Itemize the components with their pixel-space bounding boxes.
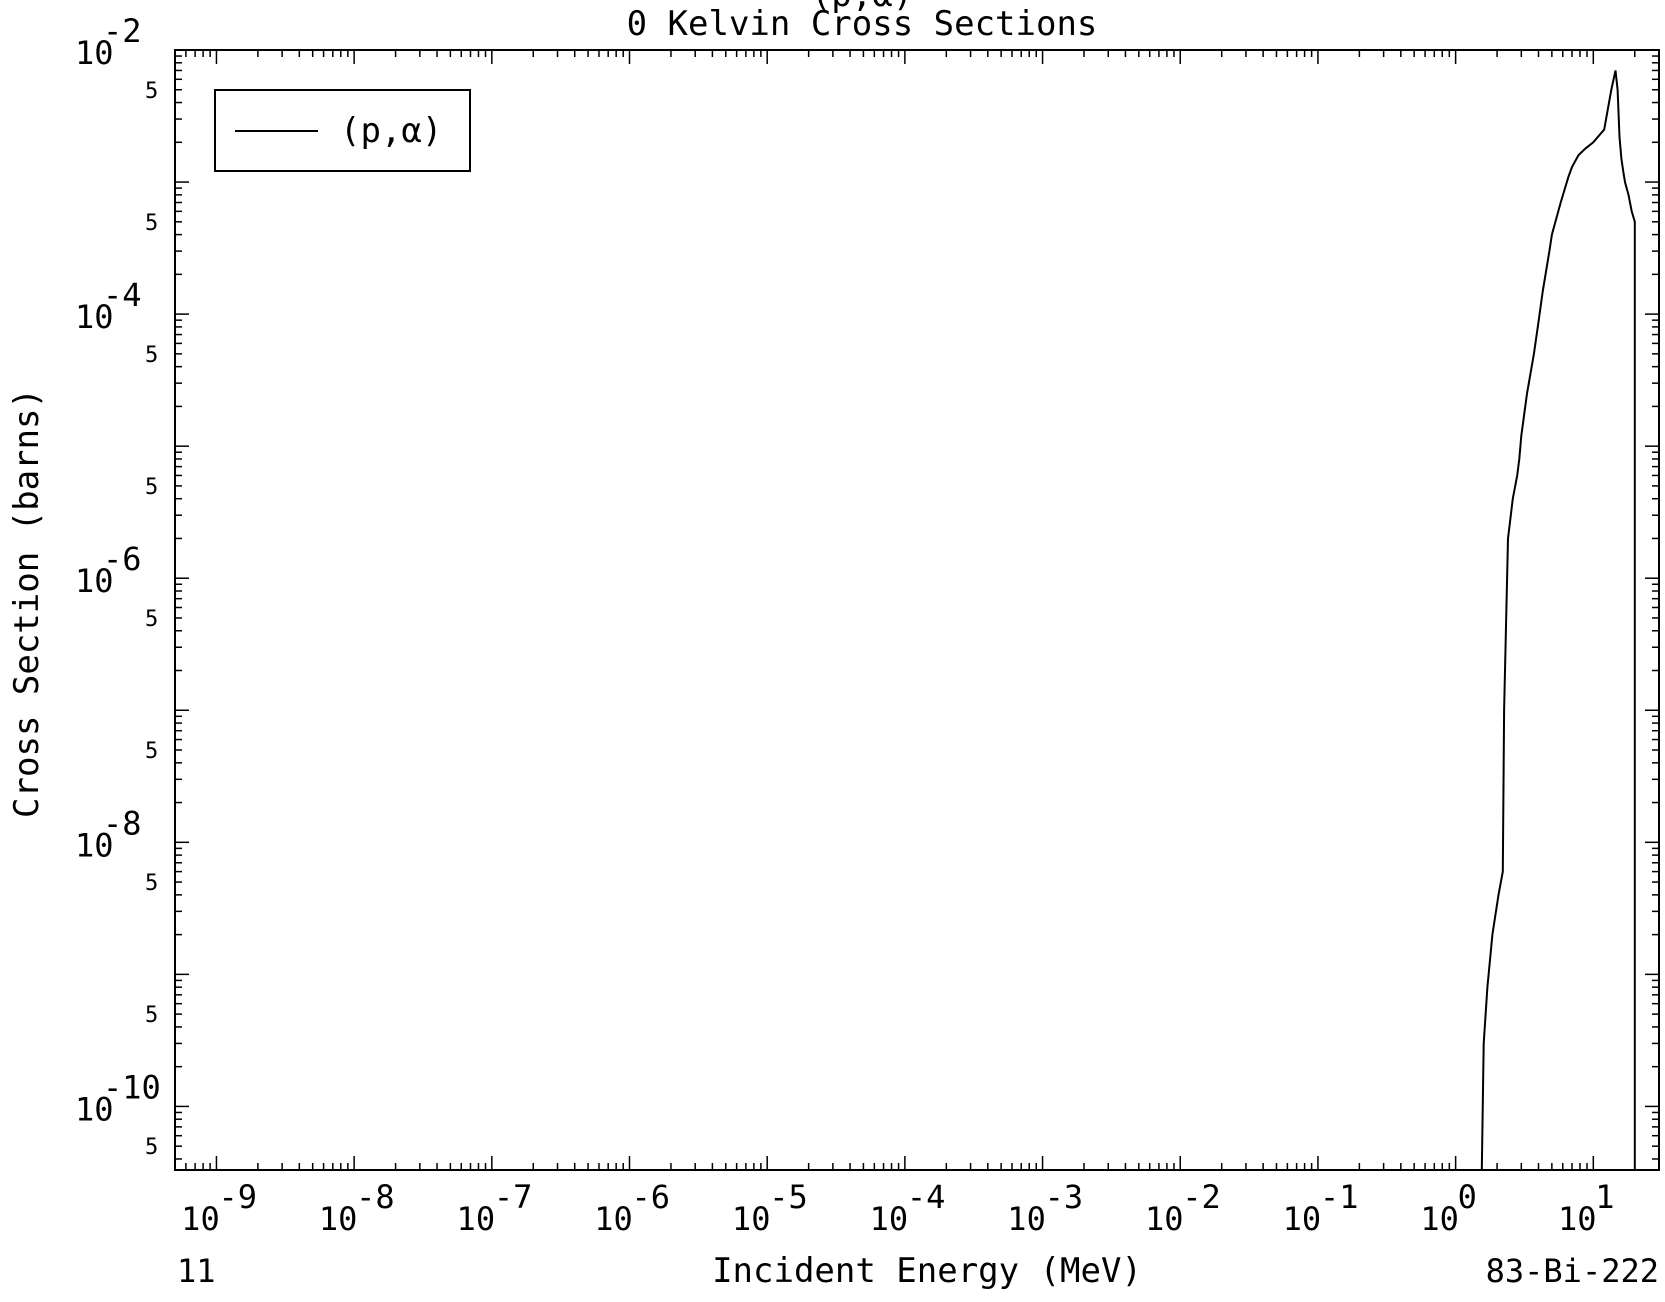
x-tick-label: 10	[1420, 1200, 1459, 1238]
x-tick-label-exponent: -7	[494, 1178, 533, 1216]
y-tick-label-exponent: -2	[103, 12, 142, 50]
x-tick-label: 10	[1558, 1200, 1597, 1238]
x-tick-label-exponent: 0	[1458, 1178, 1477, 1216]
footer-right-nuclide: 83-Bi-222	[1486, 1252, 1659, 1290]
y-tick-label-exponent: -10	[103, 1068, 161, 1106]
x-tick-label: 10	[870, 1200, 909, 1238]
x-tick-label-exponent: -5	[769, 1178, 808, 1216]
x-tick-label-exponent: -1	[1320, 1178, 1359, 1216]
axis-ticks	[174, 49, 1660, 1170]
x-tick-label: 10	[1145, 1200, 1184, 1238]
y-tick-label: 10	[75, 34, 114, 72]
footer-left-number: 11	[177, 1252, 216, 1290]
series-group	[1480, 70, 1636, 1171]
x-tick-label-exponent: -4	[907, 1178, 946, 1216]
y-minor-tick-label: 5	[145, 211, 158, 236]
y-minor-tick-label: 5	[145, 607, 158, 632]
y-tick-label: 10	[75, 298, 114, 336]
x-tick-label-exponent: -3	[1045, 1178, 1084, 1216]
x-tick-label: 10	[594, 1200, 633, 1238]
x-tick-label: 10	[732, 1200, 771, 1238]
chart-title: 0 Kelvin Cross Sections	[627, 4, 1098, 44]
y-tick-label: 10	[75, 562, 114, 600]
y-tick-label: 10	[75, 826, 114, 864]
series-line-p-alpha	[1480, 70, 1636, 1171]
y-minor-tick-label: 5	[145, 79, 158, 104]
legend-label: (p,α)	[340, 111, 442, 151]
y-tick-label: 10	[75, 1090, 114, 1128]
x-tick-label-exponent: 1	[1595, 1178, 1614, 1216]
x-tick-label: 10	[181, 1200, 220, 1238]
y-tick-label-exponent: -6	[103, 540, 142, 578]
y-minor-tick-label: 5	[145, 1003, 158, 1028]
y-minor-tick-label: 5	[145, 343, 158, 368]
x-tick-label: 10	[457, 1200, 496, 1238]
chart-title-top-partial: (p,α)	[811, 0, 913, 15]
legend: (p,α)	[214, 89, 471, 172]
y-tick-label-exponent: -8	[103, 804, 142, 842]
x-axis-label: Incident Energy (MeV)	[712, 1251, 1142, 1291]
x-tick-label-exponent: -9	[218, 1178, 257, 1216]
x-tick-labels: 10-910-810-710-610-510-410-310-210-11001…	[181, 1178, 1614, 1238]
x-tick-label: 10	[1283, 1200, 1322, 1238]
y-minor-tick-label: 5	[145, 871, 158, 896]
x-tick-label-exponent: -8	[356, 1178, 395, 1216]
plot-frame	[174, 49, 1660, 1171]
y-minor-tick-label: 5	[145, 1135, 158, 1160]
y-tick-label-exponent: -4	[103, 276, 142, 314]
x-tick-label-exponent: -2	[1182, 1178, 1221, 1216]
x-tick-label: 10	[1007, 1200, 1046, 1238]
y-minor-tick-label: 5	[145, 739, 158, 764]
x-tick-label-exponent: -6	[632, 1178, 671, 1216]
y-axis-label: Cross Section (barns)	[7, 388, 47, 818]
x-tick-label: 10	[319, 1200, 358, 1238]
y-minor-tick-label: 5	[145, 475, 158, 500]
